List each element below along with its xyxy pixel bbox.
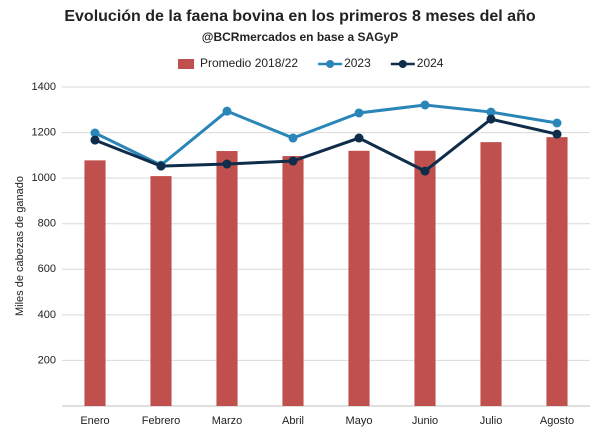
point <box>222 159 232 169</box>
chart-subtitle: @BCRmercados en base a SAGyP <box>202 30 398 44</box>
line <box>94 103 558 167</box>
legend-label: 2024 <box>417 56 444 70</box>
point <box>420 166 430 176</box>
x-tick-label: Agosto <box>540 415 574 427</box>
point <box>90 135 100 145</box>
x-tick-label: Mayo <box>346 415 373 427</box>
y-tick-label: 800 <box>38 218 56 230</box>
y-tick-label: 1200 <box>32 126 56 138</box>
x-tick-label: Febrero <box>142 415 181 427</box>
x-tick-label: Enero <box>80 415 109 427</box>
y-tick-label: 400 <box>38 309 56 321</box>
bar <box>282 156 304 406</box>
bar <box>84 160 106 406</box>
x-tick-label: Abril <box>282 415 304 427</box>
point <box>420 100 430 110</box>
point <box>90 128 100 138</box>
point <box>486 107 496 117</box>
bar <box>414 150 436 406</box>
bar <box>216 151 238 406</box>
y-tick-label: 200 <box>38 354 56 366</box>
legend-swatch <box>398 60 407 68</box>
point <box>222 106 232 116</box>
legend-label: Promedio 2018/22 <box>200 56 298 70</box>
point <box>156 161 166 171</box>
point <box>354 133 364 143</box>
y-tick-label: 600 <box>38 263 56 275</box>
legend-swatch <box>178 59 194 69</box>
legend-label: 2023 <box>344 56 371 70</box>
bar <box>546 137 568 406</box>
point <box>552 118 562 128</box>
y-axis-label: Miles de cabezas de ganado <box>14 176 26 316</box>
point <box>288 156 298 166</box>
y-tick-label: 1000 <box>32 172 56 184</box>
x-tick-label: Marzo <box>212 415 243 427</box>
line <box>94 117 558 173</box>
chart-title: Evolución de la faena bovina en los prim… <box>64 8 535 25</box>
bar <box>480 142 502 407</box>
bar <box>150 176 172 406</box>
point <box>354 108 364 118</box>
y-tick-label: 1400 <box>32 81 56 93</box>
legend-swatch <box>326 60 335 68</box>
x-tick-label: Julio <box>480 415 503 427</box>
point <box>288 133 298 143</box>
point <box>552 129 562 139</box>
x-tick-label: Junio <box>412 415 438 427</box>
bar <box>348 150 370 406</box>
point <box>486 114 496 124</box>
